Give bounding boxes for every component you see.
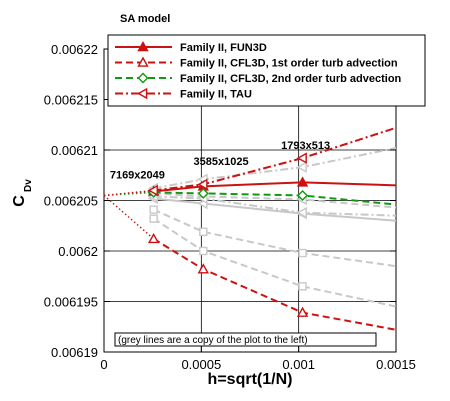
grey-series-line: [153, 192, 397, 209]
grey-series-line: [153, 195, 397, 217]
grey-series-marker: [149, 205, 158, 214]
grey-series-line: [153, 147, 397, 190]
note-frame: [114, 332, 377, 347]
legend-marker: [137, 87, 148, 100]
grid-size-annotation: 7169x2049: [110, 169, 165, 181]
y-axis-title-sub: Dv: [23, 179, 34, 192]
grey-series-marker: [296, 161, 307, 173]
grey-series-marker: [149, 214, 158, 223]
legend-label: Family II, TAU: [180, 89, 252, 101]
grey-series-marker: [298, 248, 307, 258]
legend: Family II, FUN3D Family II, CFL3D, 1st or…: [107, 34, 426, 107]
legend-marker: [137, 56, 149, 67]
x-tick-label: 0.001: [282, 357, 315, 372]
series-line-4: [153, 126, 397, 192]
grid-size-annotation: 3585x1025: [194, 156, 249, 168]
series-line-2: [153, 238, 397, 331]
series-marker-1: [296, 176, 309, 187]
grey-series-line: [153, 217, 397, 308]
y-tick-label: 0.00621: [51, 143, 98, 158]
grey-series-marker: [199, 227, 208, 237]
series-line-3: [153, 191, 397, 206]
x-axis-title: h=sqrt(1/N): [208, 371, 293, 388]
y-tick-label: 0.006205: [44, 194, 98, 209]
note-text: (grey lines are a copy of the plot to th…: [118, 335, 308, 346]
model-label: SA model: [120, 13, 170, 25]
y-tick-label: 0.0062: [58, 244, 98, 259]
series-marker-2: [197, 263, 209, 274]
y-axis-title-main: C: [11, 195, 28, 207]
y-tick-label: 0.006195: [44, 295, 98, 310]
y-axis-title: C Dv: [11, 179, 34, 207]
series-marker-4: [296, 152, 307, 164]
x-tick-label: 0.0015: [376, 357, 416, 372]
legend-marker: [137, 72, 149, 84]
y-tick-label: 0.00622: [51, 42, 98, 57]
series-line-1: [153, 181, 397, 193]
grid-size-annotation: 1793x513: [281, 140, 330, 152]
grey-series-line: [153, 197, 397, 222]
annotations: 7169x2049 3585x1025 1793x513: [110, 140, 330, 181]
y-tick-label: 0.006215: [44, 93, 98, 108]
x-tick-label: 0.0005: [181, 357, 221, 372]
grey-series-marker: [298, 282, 307, 291]
series-lines: [103, 126, 397, 331]
series-marker-4: [197, 178, 208, 191]
x-tick-label: 0: [100, 357, 107, 372]
note-box: (grey lines are a copy of the plot to th…: [114, 332, 377, 347]
legend-label: Family II, CFL3D, 2nd order turb advecti…: [180, 73, 402, 85]
series-marker-4: [147, 184, 158, 197]
grey-series-line: [153, 208, 397, 268]
ticks: [103, 48, 397, 353]
grey-lines: [147, 147, 397, 308]
tick-labels: 0 0.0005 0.001 0.00150.006190.0061950.00620…: [44, 42, 416, 372]
series-marker-2: [296, 306, 309, 317]
extrapolation-line: [103, 194, 155, 240]
grey-series-marker: [296, 206, 307, 219]
legend-marker: [137, 41, 149, 52]
series-marker-3: [297, 189, 309, 201]
grey-series-marker: [199, 246, 208, 256]
series-marker-3: [197, 187, 209, 199]
y-tick-label: 0.00619: [51, 345, 98, 360]
extrapolation-line: [103, 189, 154, 197]
legend-label: Family II, FUN3D: [180, 42, 267, 54]
legend-label: Family II, CFL3D, 1st order turb advecti…: [180, 58, 398, 70]
series-marker-2: [147, 232, 160, 244]
